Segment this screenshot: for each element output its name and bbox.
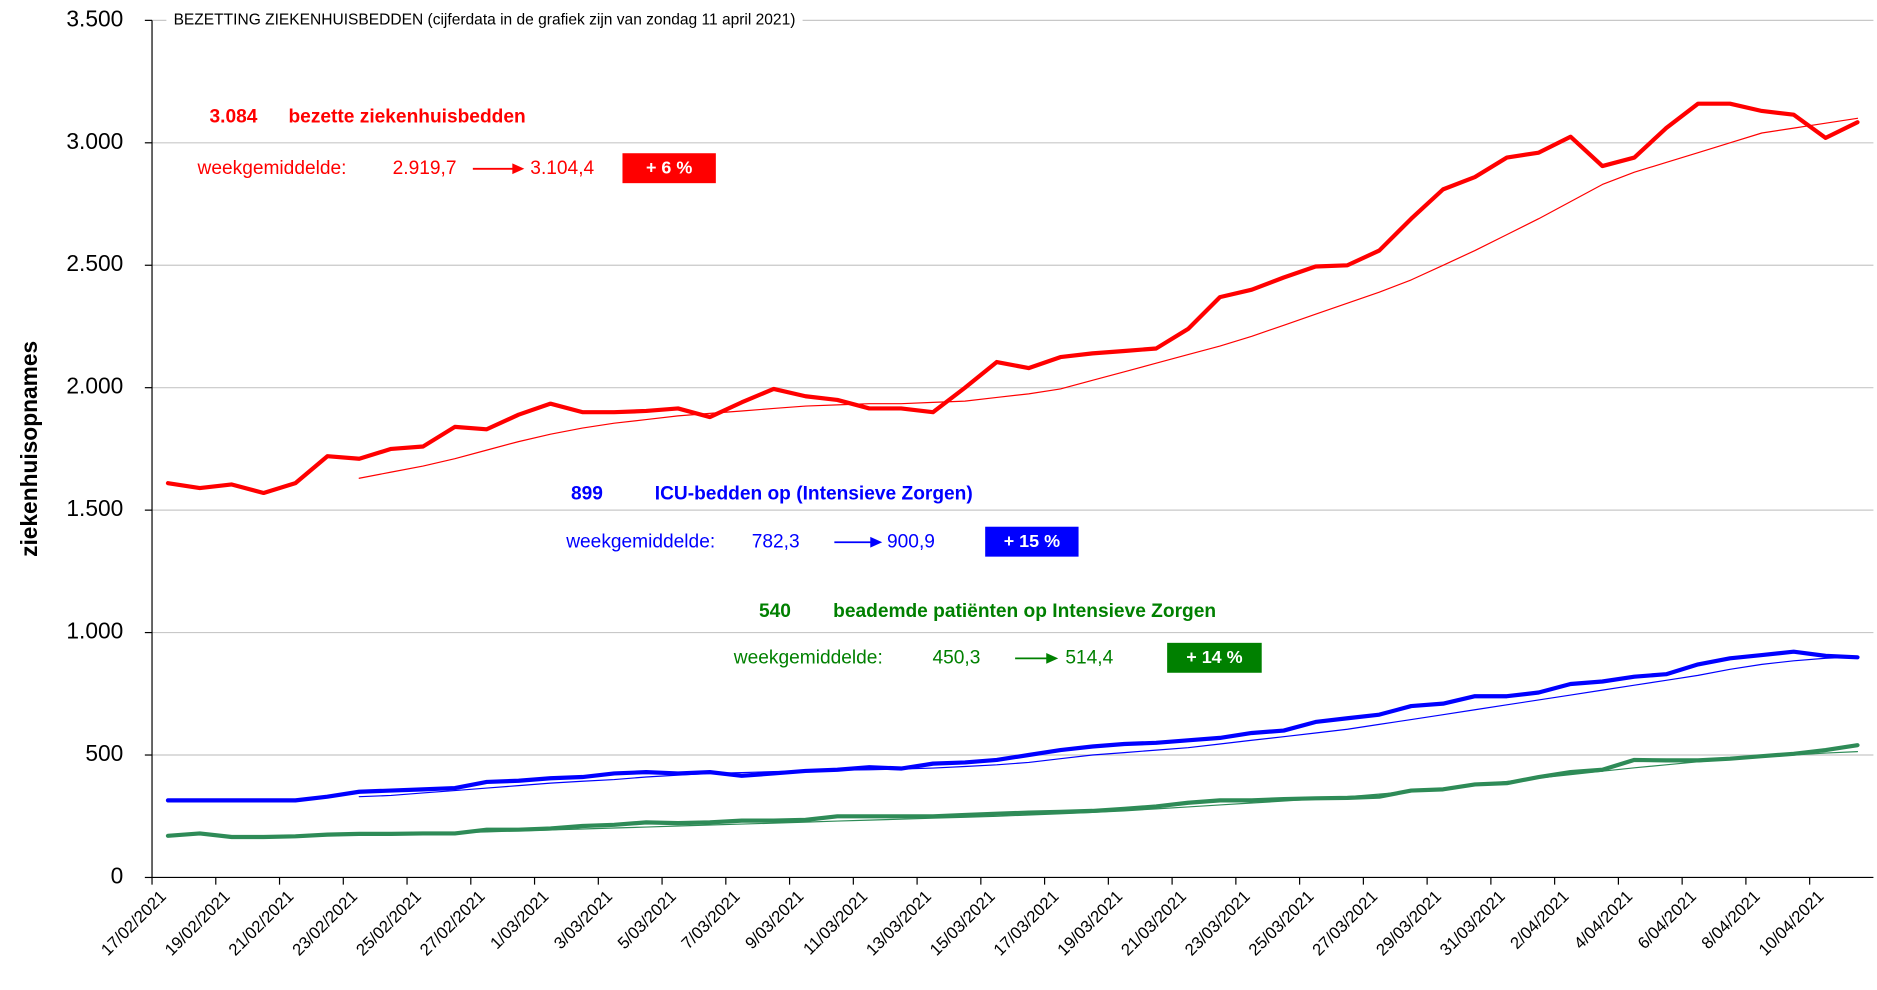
- arrow-head: [870, 536, 883, 548]
- series-line: [165, 743, 1860, 840]
- y-tick-label: 3.500: [66, 5, 123, 31]
- average-from: 2.919,7: [393, 158, 457, 179]
- y-tick-label: 2.000: [66, 373, 123, 399]
- y-tick-label: 2.500: [66, 250, 123, 276]
- grid: [144, 19, 1874, 885]
- average-label: weekgemiddelde:: [733, 647, 883, 668]
- y-tick-label: 0: [111, 862, 124, 888]
- arrow-head: [1046, 653, 1059, 664]
- y-tick-label: 1.000: [66, 618, 123, 644]
- change-box: [985, 526, 1079, 557]
- y-tick-label: 1.500: [66, 495, 123, 521]
- annotation-value: 3.084: [209, 106, 257, 127]
- y-tick-label: 500: [85, 740, 123, 766]
- average-label: weekgemiddelde:: [197, 158, 347, 179]
- annotation-label: bezette ziekenhuisbedden: [288, 106, 525, 127]
- average-to: 514,4: [1065, 647, 1113, 668]
- average-to: 900,9: [887, 531, 935, 552]
- series-line: [165, 649, 1860, 803]
- change-label: + 15 %: [1004, 531, 1060, 551]
- average-label: weekgemiddelde:: [565, 531, 715, 552]
- y-tick-label: 3.000: [66, 128, 123, 154]
- average-from: 782,3: [752, 531, 800, 552]
- annotation-label: ICU-bedden op (Intensieve Zorgen): [655, 483, 973, 504]
- average-from: 450,3: [933, 647, 981, 668]
- plot: [165, 101, 1860, 840]
- average-to: 3.104,4: [530, 158, 594, 179]
- series-line: [358, 656, 1859, 798]
- annotation-value: 899: [571, 483, 603, 504]
- change-label: + 14 %: [1186, 647, 1242, 667]
- title-background: [166, 11, 803, 29]
- change-box: [1167, 642, 1262, 673]
- series-line: [358, 117, 1859, 479]
- chart-title: BEZETTING ZIEKENHUISBEDDEN (cijferdata i…: [174, 11, 796, 28]
- series-line: [165, 101, 1860, 496]
- annotation-label: beademde patiënten op Intensieve Zorgen: [833, 601, 1216, 622]
- change-label: + 6 %: [646, 158, 692, 178]
- annotation-value: 540: [759, 601, 791, 622]
- y-axis-label: ziekenhuisopnames: [16, 341, 42, 557]
- arrow-head: [512, 163, 525, 175]
- change-box: [622, 153, 716, 184]
